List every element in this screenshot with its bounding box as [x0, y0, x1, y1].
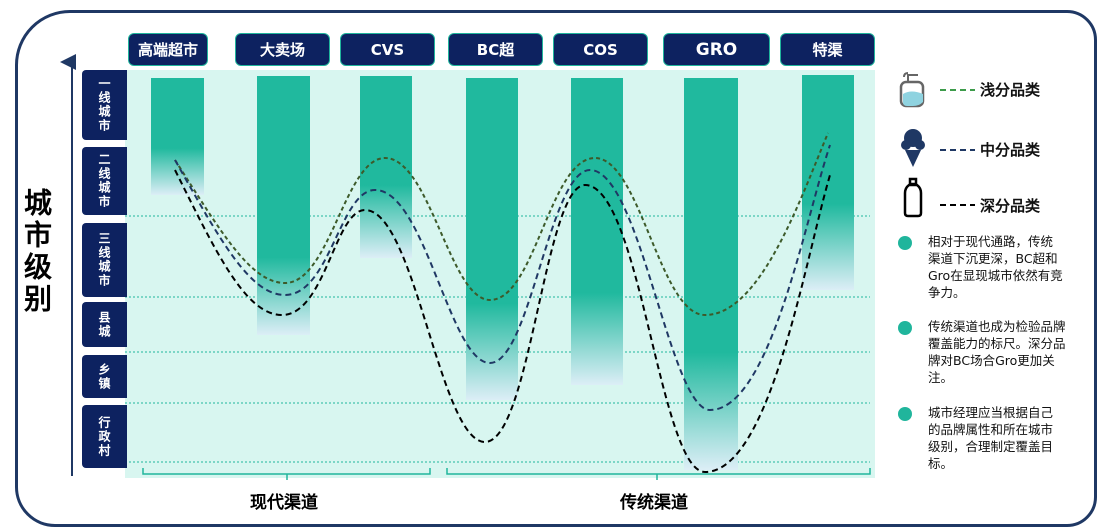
- bar-BC超: [466, 78, 518, 400]
- channel-header: CVS: [340, 33, 435, 66]
- channel-header: BC超: [448, 33, 543, 66]
- channel-header: GRO: [663, 33, 770, 66]
- bullet-icon: [898, 321, 912, 335]
- bracket-modern: [142, 468, 431, 480]
- legend-label: 深分品类: [980, 197, 1041, 215]
- legend-label: 中分品类: [980, 141, 1041, 159]
- bar-大卖场: [257, 76, 310, 335]
- curve-deep: [174, 169, 831, 474]
- slide-frame: [15, 10, 1097, 527]
- tier-label: 一线城市: [82, 70, 127, 140]
- bracket-traditional: [446, 468, 871, 480]
- y-axis-title: 城市级别: [20, 188, 53, 316]
- lotion-bottle-icon: [899, 72, 925, 108]
- note-item: 传统渠道也成为检验品牌覆盖能力的标尺。深分品牌对BC场合Gro更加关注。: [898, 318, 1078, 386]
- tier-label: 三线城市: [82, 223, 127, 297]
- water-bottle-icon: [903, 177, 923, 218]
- note-text: 传统渠道也成为检验品牌覆盖能力的标尺。深分品牌对BC场合Gro更加关注。: [928, 319, 1066, 385]
- note-text: 城市经理应当根据自己的品牌属性和所在城市级别，合理制定覆盖目标。: [928, 405, 1054, 471]
- legend-label: 浅分品类: [980, 81, 1041, 99]
- bar-高端超市: [151, 78, 204, 195]
- note-item: 相对于现代通路，传统渠道下沉更深，BC超和Gro在显现城市依然有竞争力。: [898, 233, 1078, 301]
- note-text: 相对于现代通路，传统渠道下沉更深，BC超和Gro在显现城市依然有竞争力。: [928, 234, 1063, 300]
- note-item: 城市经理应当根据自己的品牌属性和所在城市级别，合理制定覆盖目标。: [898, 404, 1078, 472]
- curve-mid: [174, 144, 831, 412]
- tier-label: 乡镇: [82, 355, 127, 398]
- channel-header: 高端超市: [128, 33, 208, 66]
- group-label-traditional: 传统渠道: [620, 493, 688, 513]
- group-label-modern: 现代渠道: [250, 493, 318, 513]
- channel-header: 特渠: [780, 33, 875, 66]
- bar-GRO: [684, 78, 738, 470]
- channel-header: 大卖场: [235, 33, 330, 66]
- channel-header: COS: [553, 33, 648, 66]
- bar-COS: [571, 78, 623, 385]
- curve-light: [174, 132, 829, 317]
- tier-label: 行政村: [82, 405, 127, 468]
- bullet-icon: [898, 236, 912, 250]
- tier-label: 县城: [82, 302, 127, 347]
- ice-cream-icon: [901, 129, 925, 167]
- tier-label: 二线城市: [82, 147, 127, 215]
- bullet-icon: [898, 407, 912, 421]
